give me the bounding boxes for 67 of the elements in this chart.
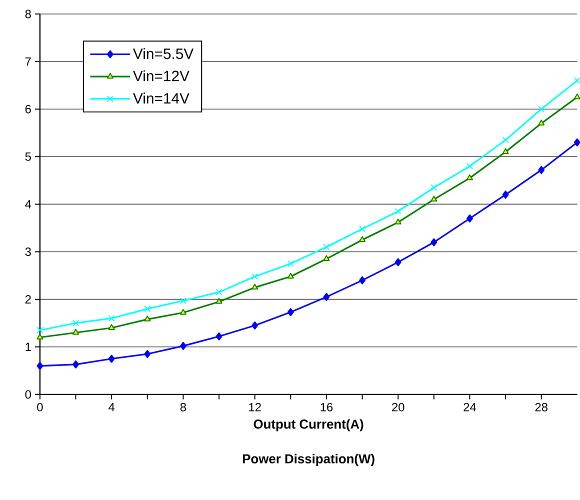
point [538,106,545,112]
y-tick-label: 1 [26,342,31,351]
point [538,166,545,174]
point [359,276,366,284]
y-tick-label: 6 [25,104,31,114]
x-axis-title: Output Current(A) [254,419,364,432]
point [287,260,294,267]
point [323,244,330,250]
text: Power Dissipation(W) [242,454,374,466]
point [72,360,79,368]
point [252,321,258,330]
x-tick-label: 16 [320,402,333,412]
point [144,350,151,358]
point [502,136,509,144]
legend-label: Vin=5.5V [133,48,194,59]
x-tick-label: 4 [108,402,115,412]
legend-label: Vin=14V [133,92,190,104]
point [287,272,294,278]
y-tick-label: 5 [25,152,31,161]
point [502,190,509,199]
point [430,196,438,202]
point [287,308,294,316]
point [36,326,44,334]
y-tick-label: 0 [25,390,31,399]
point [394,258,402,266]
point [108,324,115,330]
point [323,255,330,261]
point [72,320,80,326]
point [394,208,402,215]
x-tick-label: 8 [180,402,186,412]
point [108,314,115,322]
y-tick-label: 8 [25,10,31,18]
point [358,225,366,232]
point [466,174,473,180]
point [359,236,366,242]
point [180,297,187,304]
point [36,362,44,370]
point [538,120,545,126]
point [216,298,222,304]
point [466,162,474,170]
point [144,315,151,322]
point [180,308,186,315]
x-tick-label: 12 [249,402,261,412]
point [72,328,80,335]
point [252,284,258,290]
point [394,218,402,224]
point [180,342,186,350]
point [216,288,222,296]
legend-label: Vin=12V [133,70,190,82]
y-tick-label: 2 [25,295,31,304]
point [108,354,115,363]
point [252,273,258,280]
point [574,77,580,84]
point [466,214,473,222]
y-tick-label: 4 [25,200,32,208]
x-tick-label: 24 [464,402,476,412]
x-tick-label: 20 [392,402,404,412]
x-tick-label: 0 [37,402,43,412]
point [502,148,509,154]
point [323,292,330,301]
point [144,305,151,312]
y-tick-label: 3 [25,247,31,256]
point [430,238,438,246]
point [430,184,438,191]
y-tick-label: 7 [25,57,31,66]
point [216,332,222,340]
x-tick-label: 28 [535,402,548,412]
